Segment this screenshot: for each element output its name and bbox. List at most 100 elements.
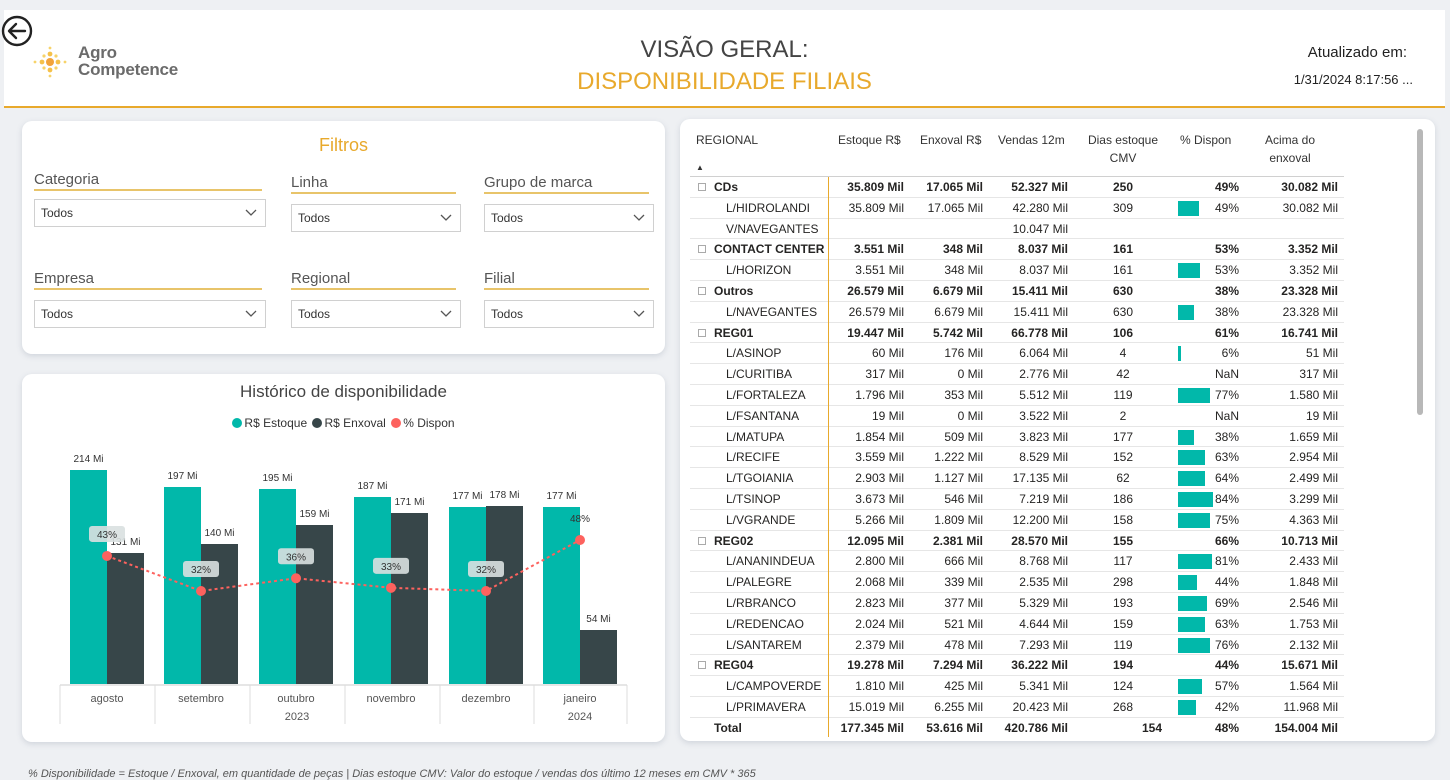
dispon-label-bg	[468, 561, 504, 577]
bar-estoque[interactable]	[543, 507, 580, 684]
cell-enxoval: 17.065 Mil	[926, 180, 983, 194]
cell-vendas: 36.222 Mil	[1011, 658, 1068, 673]
header-acima[interactable]: Acima do enxoval	[1264, 133, 1316, 165]
table-row[interactable]: L/RECIFE 3.559 Mil 1.222 Mil 8.529 Mil 152 63…	[690, 447, 1344, 469]
table-row[interactable]: L/FORTALEZA 1.796 Mil 353 Mil 5.512 Mil 119 7…	[690, 385, 1344, 406]
bar-estoque[interactable]	[164, 487, 201, 684]
logo-line1: Agro	[78, 43, 117, 62]
regional-name: CONTACT CENTER	[714, 242, 825, 257]
table-row[interactable]: L/PALEGRE 2.068 Mil 339 Mil 2.535 Mil 298 44%…	[690, 572, 1344, 593]
cell-vendas: 6.064 Mil	[1019, 346, 1068, 361]
sort-asc-icon[interactable]: ▲	[696, 163, 704, 172]
dispon-bar	[1178, 595, 1207, 611]
cell-dispon: NaN	[1214, 408, 1239, 423]
bar-enxoval[interactable]	[107, 553, 144, 684]
table-row[interactable]: L/ANANINDEUA 2.800 Mil 666 Mil 8.768 Mil 117…	[690, 551, 1344, 573]
dispon-point[interactable]	[196, 586, 206, 596]
bar-enxoval[interactable]	[580, 630, 617, 684]
grupo-marca-dropdown[interactable]: Todos	[484, 204, 654, 232]
page-subtitle: DISPONIBILIDADE FILIAIS	[577, 68, 872, 95]
table-row[interactable]: L/SANTAREM 2.379 Mil 478 Mil 7.293 Mil 119 76…	[690, 635, 1344, 656]
chevron-down-icon	[440, 214, 452, 221]
table-group-row[interactable]: CDs 35.809 Mil 17.065 Mil 52.327 Mil 250 49% 3…	[690, 177, 1344, 198]
table-row[interactable]: L/HORIZON 3.551 Mil 348 Mil 8.037 Mil 161 53%…	[690, 260, 1344, 281]
expand-icon[interactable]	[698, 661, 706, 670]
dispon-bar	[1178, 263, 1201, 279]
header-dispon[interactable]: % Dispon	[1180, 133, 1232, 147]
cell-dispon: 75%	[1214, 512, 1239, 527]
bar-estoque[interactable]	[354, 497, 391, 684]
bar-estoque[interactable]	[70, 470, 107, 684]
dispon-point[interactable]	[575, 535, 585, 545]
header-vendas[interactable]: Vendas 12m	[998, 133, 1065, 147]
cell-enxoval: 2.381 Mil	[932, 533, 983, 548]
table-row[interactable]: L/TSINOP 3.673 Mil 546 Mil 7.219 Mil 186 84% 3…	[690, 489, 1344, 510]
cell-regional: L/VGRANDE	[726, 513, 795, 527]
regional-name: V/NAVEGANTES	[726, 221, 819, 236]
header-dias[interactable]: Dias estoque CMV	[1087, 133, 1159, 165]
categoria-dropdown[interactable]: Todos	[34, 199, 266, 227]
data-label-estoque: 177 Mi	[546, 491, 576, 502]
table-row[interactable]: L/ASINOP 60 Mil 176 Mil 6.064 Mil 4 6% 51 Mil	[690, 343, 1344, 365]
bar-enxoval[interactable]	[486, 506, 523, 684]
table-group-row[interactable]: REG04 19.278 Mil 7.294 Mil 36.222 Mil 194 44%…	[690, 655, 1344, 677]
legend-dispon[interactable]: % Dispon	[391, 416, 455, 430]
cell-acima: 10.713 Mil	[1281, 533, 1338, 548]
logo-text: Agro Competence	[78, 44, 178, 78]
cell-dias: 161	[1112, 242, 1134, 257]
history-chart: 214 Mi 131 Mi agosto 197 Mi 140 Mi setembro 19…	[59, 454, 628, 724]
table-total-row[interactable]: Total 177.345 Mil 53.616 Mil 420.786 Mil 154…	[690, 718, 1344, 739]
table-row[interactable]: L/VGRANDE 5.266 Mil 1.809 Mil 12.200 Mil 158…	[690, 510, 1344, 531]
dispon-point[interactable]	[386, 582, 396, 593]
table-row[interactable]: L/HIDROLANDI 35.809 Mil 17.065 Mil 42.280 M…	[690, 198, 1344, 219]
table-row[interactable]: L/NAVEGANTES 26.579 Mil 6.679 Mil 15.411 Mi…	[690, 302, 1344, 323]
regional-name: L/VGRANDE	[726, 512, 796, 527]
table-row[interactable]: L/PRIMAVERA 15.019 Mil 6.255 Mil 20.423 Mil…	[690, 697, 1344, 718]
bar-estoque[interactable]	[259, 489, 296, 684]
regional-name: L/MATUPA	[726, 429, 785, 444]
cell-acima: 1.848 Mil	[1289, 575, 1338, 590]
table-group-row[interactable]: REG01 19.447 Mil 5.742 Mil 66.778 Mil 106 61%…	[690, 323, 1344, 344]
header-estoque[interactable]: Estoque R$	[838, 133, 901, 147]
header-enxoval[interactable]: Enxoval R$	[920, 133, 982, 147]
chevron-down-icon	[440, 310, 452, 317]
table-row[interactable]: L/CURITIBA 317 Mil 0 Mil 2.776 Mil 42 NaN 317 …	[690, 364, 1344, 385]
legend-estoque[interactable]: R$ Estoque	[232, 416, 307, 430]
filter-label: Regional	[291, 270, 456, 290]
regional-dropdown[interactable]: Todos	[291, 300, 461, 328]
header-regional[interactable]: REGIONAL	[696, 133, 759, 147]
dispon-point[interactable]	[102, 550, 112, 561]
expand-icon[interactable]	[698, 245, 706, 254]
expand-icon[interactable]	[698, 328, 706, 337]
table-row[interactable]: V/NAVEGANTES 10.047 Mil	[690, 219, 1344, 240]
table-row[interactable]: L/CAMPOVERDE 1.810 Mil 425 Mil 5.341 Mil 124…	[690, 676, 1344, 697]
data-label-estoque: 214 Mi	[73, 454, 103, 465]
table-row[interactable]: L/MATUPA 1.854 Mil 509 Mil 3.823 Mil 177 38% 1…	[690, 427, 1344, 448]
linha-dropdown[interactable]: Todos	[291, 204, 461, 232]
table-scrollbar[interactable]	[1417, 129, 1423, 415]
cell-regional: L/MATUPA	[726, 430, 784, 444]
filial-dropdown[interactable]: Todos	[484, 300, 654, 328]
cell-dias: 155	[1112, 533, 1134, 548]
table-group-row[interactable]: REG02 12.095 Mil 2.381 Mil 28.570 Mil 155 66%…	[690, 531, 1344, 552]
cell-regional: REG04	[698, 658, 753, 672]
bar-enxoval[interactable]	[391, 513, 428, 684]
back-arrow-icon[interactable]	[0, 14, 34, 48]
expand-icon[interactable]	[698, 183, 706, 191]
legend-enxoval[interactable]: R$ Enxoval	[312, 416, 386, 430]
expand-icon[interactable]	[698, 286, 706, 295]
table-row[interactable]: L/REDENCAO 2.024 Mil 521 Mil 4.644 Mil 159 63…	[690, 614, 1344, 635]
dispon-point[interactable]	[481, 586, 491, 596]
table-row[interactable]: L/TGOIANIA 2.903 Mil 1.127 Mil 17.135 Mil 62…	[690, 468, 1344, 489]
dispon-point[interactable]	[291, 573, 301, 584]
expand-icon[interactable]	[698, 536, 706, 545]
table-row[interactable]: L/FSANTANA 19 Mil 0 Mil 3.522 Mil 2 NaN 19 Mil	[690, 406, 1344, 427]
cell-vendas: 52.327 Mil	[1011, 180, 1068, 194]
cell-dias: 2	[1119, 408, 1127, 423]
empresa-dropdown[interactable]: Todos	[34, 300, 266, 328]
table-group-row[interactable]: CONTACT CENTER 3.551 Mil 348 Mil 8.037 Mil 1…	[690, 239, 1344, 261]
cell-dispon: NaN	[1214, 367, 1239, 382]
table-row[interactable]: L/RBRANCO 2.823 Mil 377 Mil 5.329 Mil 193 69%…	[690, 593, 1344, 614]
bar-estoque[interactable]	[449, 507, 486, 684]
table-group-row[interactable]: Outros 26.579 Mil 6.679 Mil 15.411 Mil 630 38…	[690, 281, 1344, 302]
